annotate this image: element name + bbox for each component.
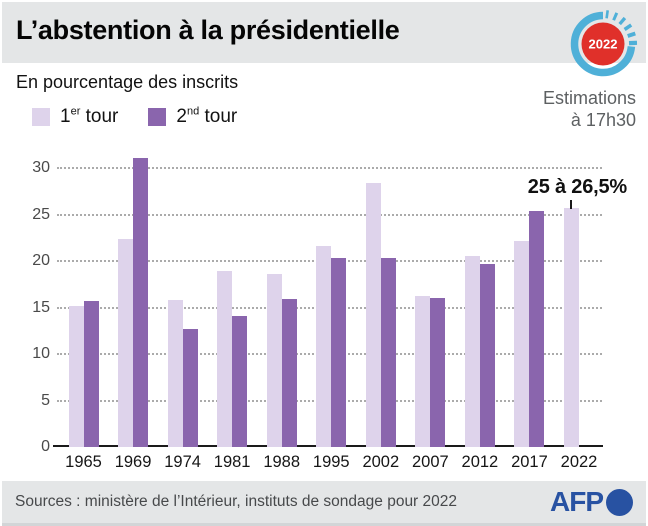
year-2022-badge: 2022 — [565, 6, 641, 82]
bar-2017-1er-tour — [514, 240, 530, 447]
x-axis-label-1969: 1969 — [114, 453, 152, 471]
x-axis-label-2002: 2002 — [362, 453, 400, 471]
legend-swatch-2nd-tour — [148, 108, 167, 126]
bar-2002-1er-tour — [365, 182, 381, 447]
x-axis-label-1974: 1974 — [164, 453, 201, 471]
gridline-10 — [57, 353, 602, 355]
x-axis-label-2022: 2022 — [560, 453, 598, 471]
afp-logo-globe-icon — [606, 488, 633, 516]
gridline-30 — [57, 167, 602, 169]
bar-1995-1er-tour — [316, 246, 332, 447]
legend-item-1er-tour: 1er tour — [32, 106, 118, 128]
legend-label-2nd-tour: 2nd tour — [176, 105, 238, 127]
bar-1965-1er-tour — [68, 305, 84, 447]
chart-subtitle: En pourcentage des inscrits — [16, 72, 239, 92]
x-axis-label-1988: 1988 — [263, 453, 301, 471]
y-axis-label-30: 30 — [32, 159, 50, 176]
bar-2012-2nd-tour — [479, 263, 495, 447]
estimations-note: Estimations à 17h30 — [543, 87, 636, 131]
afp-logo: AFP — [550, 486, 633, 518]
y-axis-label-20: 20 — [32, 252, 50, 269]
x-axis-label-2017: 2017 — [511, 453, 548, 471]
clock-ring-icon: 2022 — [570, 10, 638, 77]
legend-item-2nd-tour: 2nd tour — [148, 106, 237, 128]
badge-year-label: 2022 — [589, 37, 618, 52]
gridline-25 — [57, 213, 602, 216]
legend-label-1er-tour: 1er tour — [60, 105, 119, 127]
x-axis-label-1981: 1981 — [213, 453, 251, 471]
x-axis-label-2007: 2007 — [411, 453, 449, 471]
bar-1969-2nd-tour — [133, 157, 149, 447]
header-band — [2, 2, 646, 63]
bar-1981-2nd-tour — [232, 315, 248, 447]
y-axis-label-10: 10 — [32, 345, 50, 362]
bar-2022-1er-tour — [564, 207, 579, 447]
gridline-15 — [57, 306, 602, 309]
bar-1995-2nd-tour — [331, 258, 347, 447]
chart-legend: 1er tour 2nd tour — [32, 106, 237, 128]
afp-logo-text: AFP — [550, 486, 604, 517]
bar-2012-1er-tour — [464, 256, 480, 447]
gridline-5 — [57, 399, 602, 402]
bar-1969-1er-tour — [118, 238, 134, 447]
bar-1965-2nd-tour — [83, 300, 99, 447]
estimations-line1: Estimations — [542, 88, 636, 108]
bar-1981-1er-tour — [217, 271, 233, 447]
annotation-2022-estimate: 25 à 26,5% — [527, 176, 627, 198]
bar-1988-2nd-tour — [281, 299, 297, 447]
estimations-line2: à 17h30 — [570, 110, 636, 130]
x-axis-line — [53, 445, 603, 447]
footer-band: Sources : ministère de l’Intérieur, inst… — [2, 481, 646, 526]
bar-2007-2nd-tour — [430, 298, 446, 447]
bar-2007-1er-tour — [415, 296, 431, 447]
x-axis-label-1995: 1995 — [312, 453, 350, 471]
bar-1974-1er-tour — [167, 300, 183, 447]
bar-2002-2nd-tour — [380, 258, 396, 447]
sources-note: Sources : ministère de l’Intérieur, inst… — [15, 493, 458, 510]
x-axis-label-2012: 2012 — [461, 453, 499, 471]
y-axis-label-15: 15 — [32, 298, 50, 316]
y-axis-label-25: 25 — [32, 205, 50, 223]
x-axis-label-1965: 1965 — [65, 453, 102, 471]
annotation-tick — [570, 200, 572, 209]
gridline-20 — [57, 260, 602, 262]
page-title: L’abstention à la présidentielle — [16, 15, 400, 45]
y-axis-label-5: 5 — [41, 391, 50, 409]
y-axis-label-0: 0 — [41, 438, 50, 455]
bar-1974-2nd-tour — [182, 328, 198, 447]
bar-1988-1er-tour — [266, 274, 282, 447]
legend-swatch-1er-tour — [32, 108, 50, 126]
bar-2017-2nd-tour — [529, 210, 545, 447]
